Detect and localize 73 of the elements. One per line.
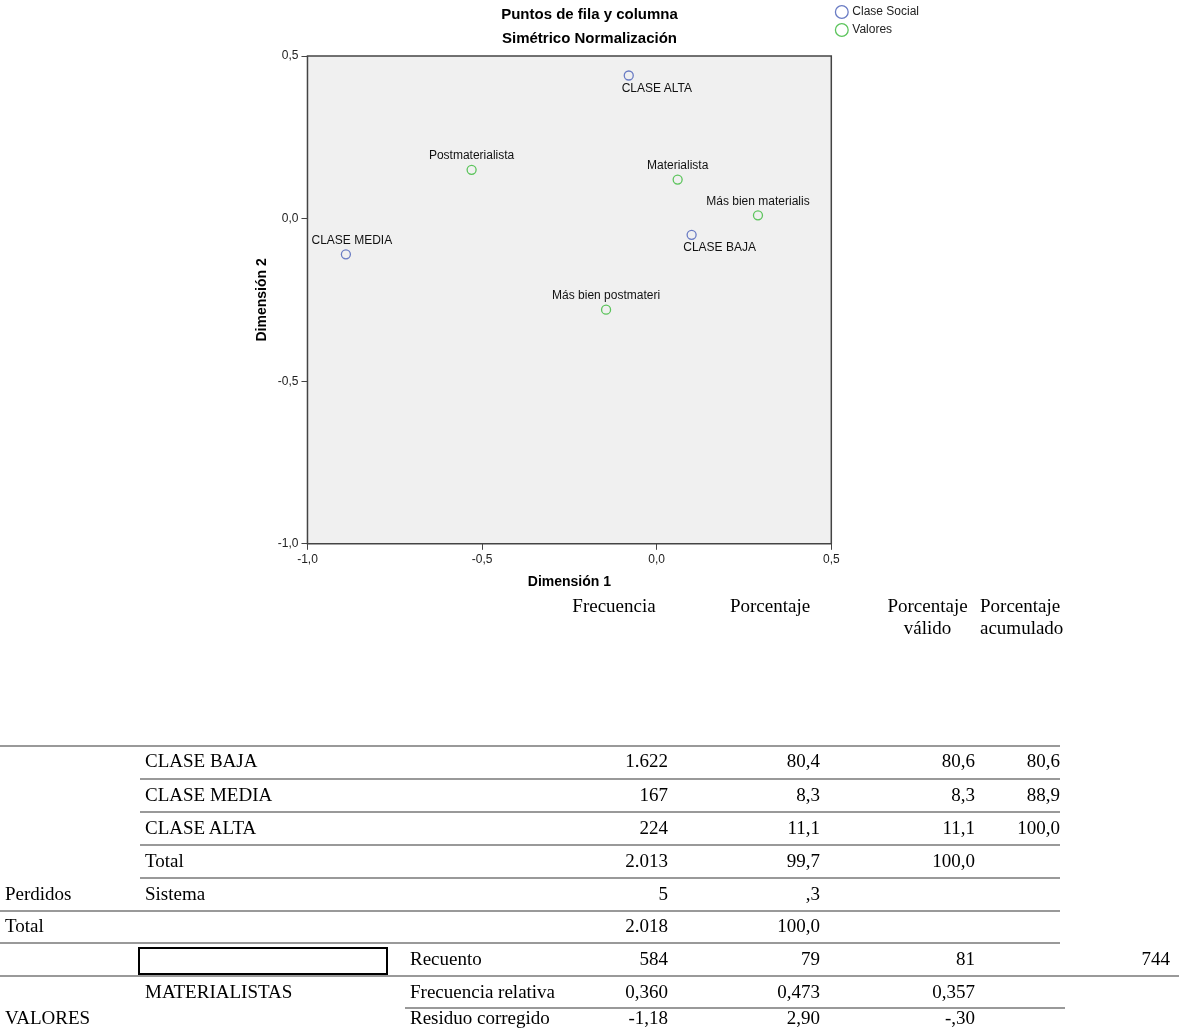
x-tick-label: -1,0: [297, 552, 319, 567]
point: [340, 249, 352, 260]
y-tick-label: -1,0: [277, 536, 299, 551]
text: 224: [638, 817, 668, 839]
point: [623, 70, 634, 81]
point: [466, 164, 477, 175]
annotation: CLASE MEDIA: [311, 232, 393, 247]
x-tick-label: -0,5: [471, 552, 493, 567]
text: 80,4: [785, 750, 820, 772]
text: 79: [800, 948, 820, 970]
text: MATERIALISTAS: [145, 981, 293, 1003]
text: Total: [145, 850, 184, 872]
text: Porcentaje acumulado: [980, 595, 1064, 639]
text: Frecuencia: [571, 595, 657, 617]
text: 8,3: [950, 784, 975, 806]
text: Porcentaje: [728, 595, 812, 617]
point: [686, 229, 697, 241]
text: 2,90: [785, 1007, 820, 1029]
chart-subtitle: Simétrico Normalización: [501, 29, 678, 47]
annotation: Más bien materialis: [706, 193, 810, 208]
text: 584: [638, 948, 668, 970]
annotation: Materialista: [646, 157, 709, 172]
text: 99,7: [785, 850, 820, 872]
y-tick-label: -0,5: [277, 373, 299, 388]
text: 100,0: [1016, 817, 1060, 839]
text: 5: [657, 883, 668, 905]
annotation: Postmaterialista: [428, 148, 515, 163]
text: ,3: [804, 883, 820, 905]
text: 0,473: [776, 981, 820, 1003]
y-axis-title: Dimensión 2: [253, 258, 270, 342]
text: Residuo corregido: [410, 1007, 550, 1029]
x-tick-label: 0,5: [822, 552, 840, 567]
text: 744: [1140, 948, 1170, 970]
text: Frecuencia relativa: [410, 981, 556, 1003]
text: Total: [5, 915, 44, 937]
text: 81: [955, 948, 975, 970]
point: [752, 210, 764, 221]
text: 80,6: [940, 750, 975, 772]
text: VALORES: [5, 1007, 91, 1029]
text: 2.013: [624, 850, 668, 872]
annotation: Más bien postmateri: [552, 287, 661, 302]
text: 100,0: [776, 915, 820, 937]
text: Sistema: [145, 883, 206, 905]
legend-label: Clase Social: [852, 4, 920, 19]
text: 0,357: [931, 981, 975, 1003]
chart-title: Puntos de fila y columna: [501, 5, 679, 23]
text: 1.622: [624, 750, 668, 772]
text: 11,1: [786, 817, 820, 839]
text: CLASE ALTA: [145, 817, 257, 839]
text: 2.018: [624, 915, 668, 937]
text: -1,18: [627, 1007, 668, 1029]
text: Porcentaje válido: [886, 595, 969, 639]
point: [672, 174, 683, 185]
text: 167: [638, 784, 668, 806]
text: 0,360: [624, 981, 668, 1003]
annotation: CLASE BAJA: [683, 240, 756, 255]
text: 11,1: [941, 817, 975, 839]
legend-label: Valores: [852, 22, 893, 37]
y-tick-label: 0,0: [281, 210, 299, 225]
point: [600, 304, 612, 315]
text: 8,3: [795, 784, 820, 806]
text: Recuento: [410, 948, 482, 970]
text: CLASE BAJA: [145, 750, 258, 772]
text: 80,6: [1025, 750, 1060, 772]
text: -,30: [943, 1007, 975, 1029]
text: Perdidos: [5, 883, 72, 905]
x-tick-label: 0,0: [648, 552, 666, 567]
y-tick-label: 0,5: [281, 48, 299, 63]
text: 100,0: [931, 850, 975, 872]
text: CLASE MEDIA: [145, 784, 273, 806]
text: 88,9: [1025, 784, 1060, 806]
annotation: CLASE ALTA: [621, 80, 692, 95]
x-axis-title: Dimensión 1: [527, 573, 612, 590]
